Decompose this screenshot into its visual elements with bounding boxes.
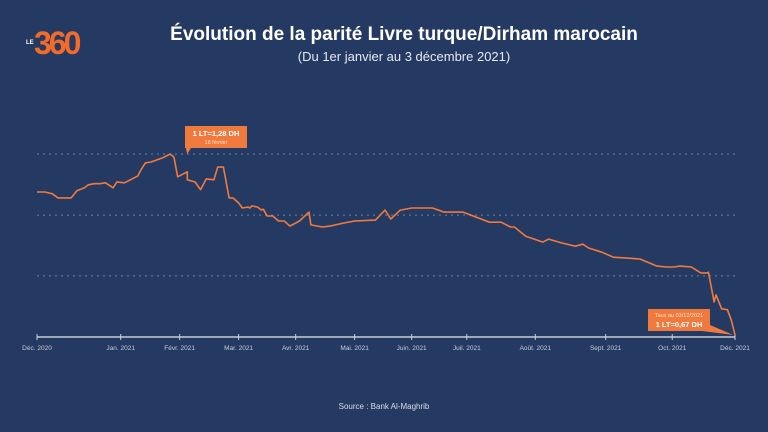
peak-callout-pointer (185, 144, 191, 154)
x-tick-label: Déc. 2021 (720, 345, 750, 352)
logo-text: 360 (34, 25, 81, 61)
x-tick-label: Mar. 2021 (224, 345, 253, 352)
x-tick-label: Mai. 2021 (340, 345, 369, 352)
latest-callout-box (648, 309, 733, 335)
chart-title: Évolution de la parité Livre turque/Dirh… (170, 24, 638, 45)
le360-logo: LE 360 (24, 18, 104, 62)
x-tick-label: Avr. 2021 (282, 345, 310, 352)
latest-callout-label: 1 LT=0,67 DH (656, 320, 703, 329)
x-tick-label: Jan. 2021 (106, 345, 135, 352)
x-tick-label: Juil. 2021 (453, 345, 481, 352)
x-tick-label: Juin. 2021 (397, 345, 427, 352)
peak-callout-box (185, 126, 247, 148)
chart-subtitle: (Du 1er janvier au 3 décembre 2021) (297, 49, 511, 64)
logo-prefix: LE (26, 40, 34, 46)
x-tick-label: Sept. 2021 (590, 345, 622, 352)
peak-callout-sublabel: 18 février (205, 140, 228, 146)
latest-callout-sublabel: Taux au 03/12/2021 (655, 313, 703, 319)
source-note: Source : Bank Al-Maghrib (338, 402, 430, 411)
gridlines (37, 153, 735, 277)
annotations: 1 LT=1,28 DH 18 février Taux au 03/12/2021… (185, 126, 733, 335)
x-tick-label: Févr. 2021 (164, 345, 195, 352)
x-tick-label: Août. 2021 (520, 345, 552, 352)
x-ticks: Déc. 2020 Jan. 2021 Févr. 2021 Mar. 2021 Avr… (22, 334, 750, 352)
x-tick-label: Déc. 2020 (22, 345, 52, 352)
x-tick-label: Oct. 2021 (658, 345, 687, 352)
peak-callout-label: 1 LT=1,28 DH (193, 129, 240, 138)
series-line (37, 153, 736, 336)
